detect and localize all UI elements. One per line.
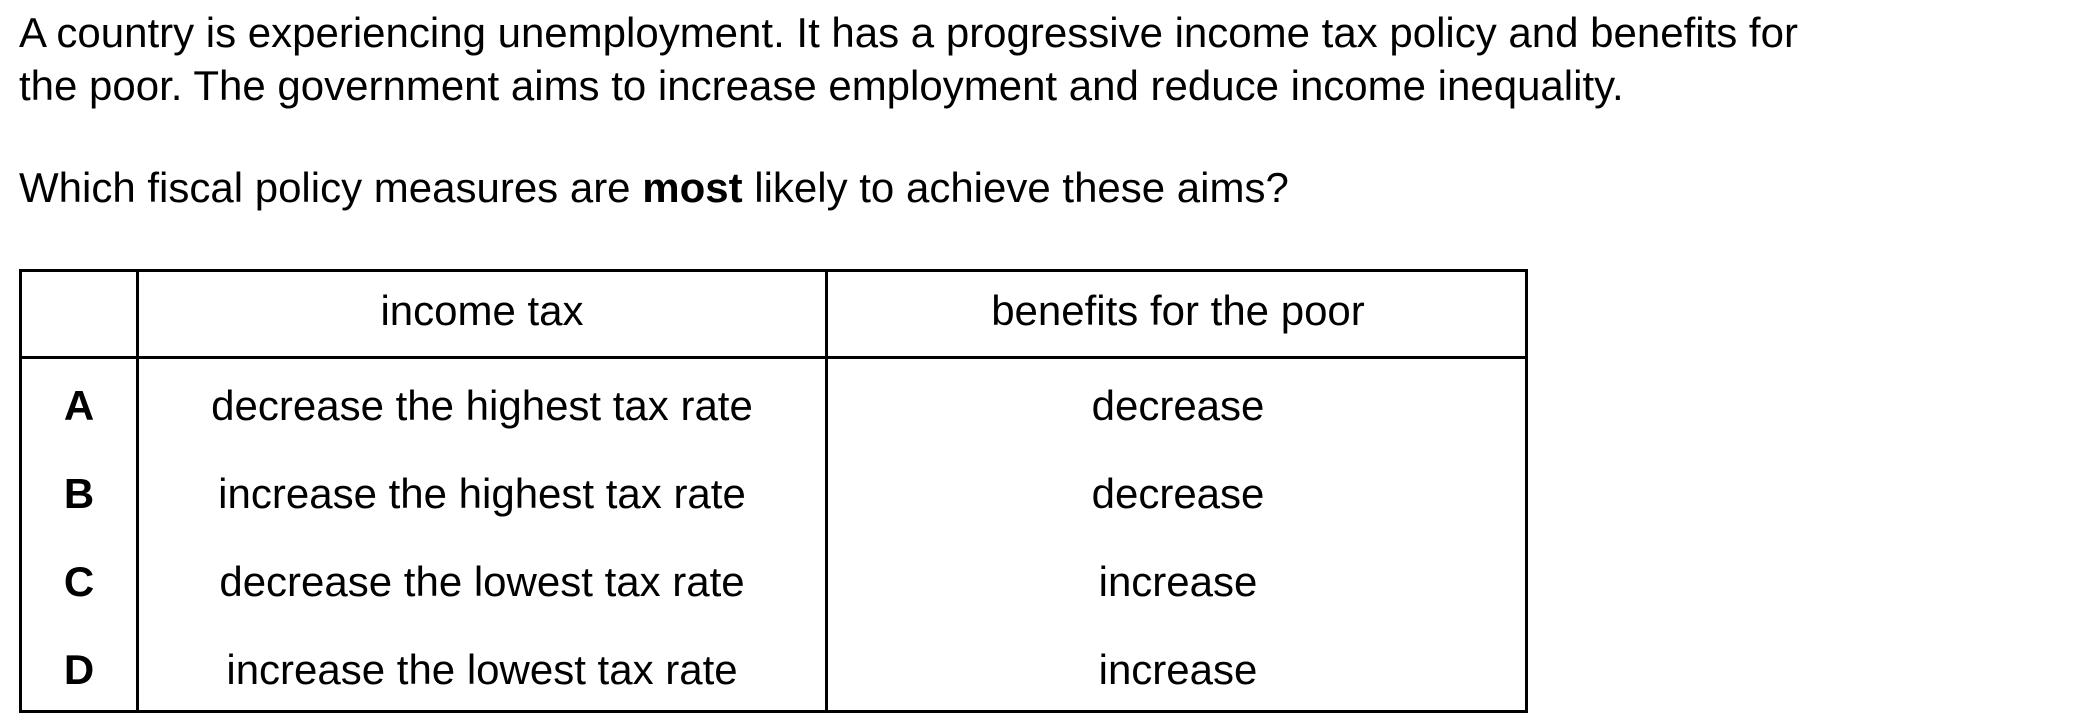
stem-line-1: A country is experiencing unemployment. … <box>19 9 1798 56</box>
column-divider-1 <box>136 272 139 710</box>
option-b-benefits: decrease <box>1091 470 1265 517</box>
prompt-before: Which fiscal policy measures are <box>19 164 643 211</box>
options-table: income tax benefits for the poor A decre… <box>19 269 1528 713</box>
option-a-income-tax: decrease the highest tax rate <box>211 382 753 429</box>
option-c-benefits: increase <box>1098 558 1258 605</box>
option-b-letter: B <box>63 470 95 517</box>
option-a-benefits: decrease <box>1091 382 1265 429</box>
option-b-income-tax: increase the highest tax rate <box>218 470 746 517</box>
stem-line-2: the poor. The government aims to increas… <box>19 62 1624 109</box>
header-income-tax: income tax <box>380 287 584 334</box>
question-stem: A country is experiencing unemployment. … <box>19 6 2059 112</box>
question-prompt: Which fiscal policy measures are most li… <box>19 161 1289 214</box>
option-d-benefits: increase <box>1098 646 1258 693</box>
option-c-income-tax: decrease the lowest tax rate <box>219 558 745 605</box>
header-divider <box>22 356 1525 359</box>
option-c-letter: C <box>63 558 95 605</box>
prompt-emphasis: most <box>642 164 743 211</box>
prompt-after: likely to achieve these aims? <box>742 164 1289 211</box>
stem-text: A country is experiencing unemployment. … <box>19 6 2059 112</box>
option-d-letter: D <box>63 646 95 693</box>
option-a-letter: A <box>63 382 95 429</box>
header-benefits: benefits for the poor <box>991 287 1365 334</box>
column-divider-2 <box>825 272 828 710</box>
option-d-income-tax: increase the lowest tax rate <box>226 646 738 693</box>
